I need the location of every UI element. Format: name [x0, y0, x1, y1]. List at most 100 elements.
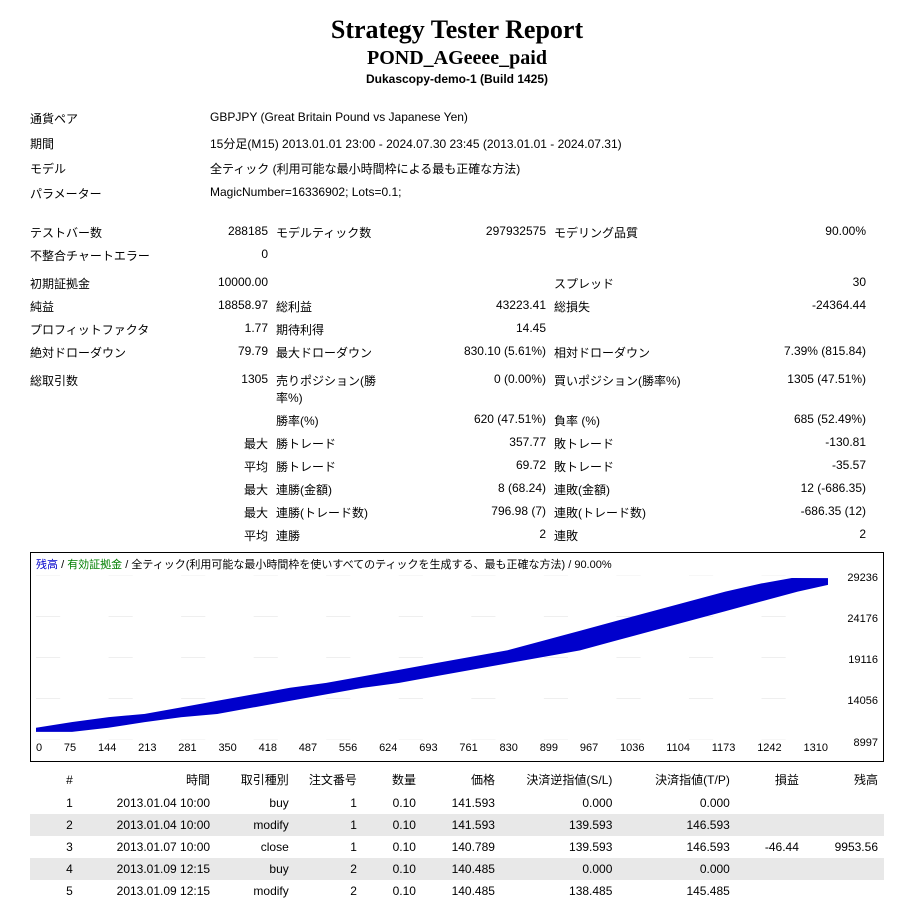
- stats-row: 最大勝トレード357.77敗トレード-130.81: [30, 432, 884, 455]
- stats-cell: [686, 247, 866, 264]
- stats-group: テストバー数288185モデルティック数297932575モデリング品質90.0…: [30, 221, 884, 267]
- stats-row: 初期証拠金10000.00スプレッド30: [30, 272, 884, 295]
- table-cell: 3: [30, 836, 79, 858]
- stats-cell: -24364.44: [686, 298, 866, 315]
- chart-xlabel: 1173: [712, 742, 736, 754]
- chart-xlabel: 899: [540, 742, 558, 754]
- stats-cell: スプレッド: [546, 275, 686, 292]
- stats-cell: [30, 481, 150, 498]
- table-cell: 0.10: [363, 836, 422, 858]
- stats-cell: 敗トレード: [546, 435, 686, 452]
- stats-cell: [268, 247, 398, 264]
- stats-cell: 平均: [150, 458, 268, 475]
- stats-cell: 620 (47.51%): [398, 412, 546, 429]
- stats-cell: 絶対ドローダウン: [30, 344, 150, 361]
- info-value: MagicNumber=16336902; Lots=0.1;: [210, 185, 884, 202]
- stats-row: 平均連勝2連敗2: [30, 524, 884, 547]
- trades-header-cell: 取引種別: [216, 767, 295, 792]
- table-row: 52013.01.09 12:15modify20.10140.485138.4…: [30, 880, 884, 902]
- table-cell: 5: [30, 880, 79, 902]
- stats-cell: 敗トレード: [546, 458, 686, 475]
- stats-cell: 不整合チャートエラー: [30, 247, 150, 264]
- report-build: Dukascopy-demo-1 (Build 1425): [30, 72, 884, 86]
- stats-cell: 連敗(金額): [546, 481, 686, 498]
- stats-cell: [30, 458, 150, 475]
- table-cell: 0.000: [618, 858, 735, 880]
- stats-cell: 売りポジション(勝率%): [268, 372, 398, 406]
- stats-cell: 1305 (47.51%): [686, 372, 866, 406]
- info-label: パラメーター: [30, 185, 210, 202]
- trades-header-cell: 数量: [363, 767, 422, 792]
- table-cell: 1: [295, 814, 363, 836]
- table-cell: 146.593: [618, 836, 735, 858]
- stats-cell: 830.10 (5.61%): [398, 344, 546, 361]
- stats-cell: 連勝: [268, 527, 398, 544]
- stats-cell: -35.57: [686, 458, 866, 475]
- table-cell: 138.485: [501, 880, 618, 902]
- table-row: 42013.01.09 12:15buy20.10140.4850.0000.0…: [30, 858, 884, 880]
- stats-cell: 買いポジション(勝率%): [546, 372, 686, 406]
- stats-cell: 期待利得: [268, 321, 398, 338]
- stats-group: 初期証拠金10000.00スプレッド30純益18858.97総利益43223.4…: [30, 272, 884, 364]
- trades-header-cell: 注文番号: [295, 767, 363, 792]
- trades-body: 12013.01.04 10:00buy10.10141.5930.0000.0…: [30, 792, 884, 902]
- table-cell: 139.593: [501, 836, 618, 858]
- stats-cell: 2: [686, 527, 866, 544]
- info-row: モデル全ティック (利用可能な最小時間枠による最も正確な方法): [30, 156, 884, 181]
- chart-xlabel: 1036: [620, 742, 644, 754]
- table-cell: [805, 880, 884, 902]
- stats-cell: 12 (-686.35): [686, 481, 866, 498]
- stats-group: 総取引数1305売りポジション(勝率%)0 (0.00%)買いポジション(勝率%…: [30, 369, 884, 547]
- trades-header-cell: 時間: [79, 767, 216, 792]
- table-cell: -46.44: [736, 836, 805, 858]
- chart-yaxis: 292362417619116140568997: [833, 575, 878, 740]
- stats-cell: [686, 321, 866, 338]
- stats-cell: 14.45: [398, 321, 546, 338]
- stats-cell: 0: [150, 247, 268, 264]
- chart-xlabel: 213: [138, 742, 156, 754]
- chart-xlabel: 1104: [666, 742, 690, 754]
- chart-legend: 残高 / 有効証拠金 / 全ティック(利用可能な最小時間枠を使いすべてのティック…: [31, 553, 883, 575]
- stats-cell: -686.35 (12): [686, 504, 866, 521]
- table-row: 22013.01.04 10:00modify10.10141.593139.5…: [30, 814, 884, 836]
- table-cell: 140.485: [422, 880, 501, 902]
- stats-cell: 357.77: [398, 435, 546, 452]
- chart-xlabel: 1310: [803, 742, 827, 754]
- stats-cell: プロフィットファクタ: [30, 321, 150, 338]
- stats-row: 最大連勝(金額)8 (68.24)連敗(金額)12 (-686.35): [30, 478, 884, 501]
- table-cell: 140.485: [422, 858, 501, 880]
- stats-cell: 最大: [150, 504, 268, 521]
- table-cell: 0.000: [618, 792, 735, 814]
- table-cell: 2: [295, 858, 363, 880]
- table-cell: 1: [30, 792, 79, 814]
- legend-balance: 残高: [36, 559, 58, 571]
- table-cell: 140.789: [422, 836, 501, 858]
- stats-row: 純益18858.97総利益43223.41総損失-24364.44: [30, 295, 884, 318]
- chart-xlabel: 281: [178, 742, 196, 754]
- table-cell: 0.10: [363, 858, 422, 880]
- table-cell: 2013.01.04 10:00: [79, 814, 216, 836]
- table-cell: 146.593: [618, 814, 735, 836]
- table-cell: 1: [295, 792, 363, 814]
- table-cell: 2: [295, 880, 363, 902]
- stats-cell: [546, 321, 686, 338]
- table-cell: [736, 858, 805, 880]
- stats-cell: モデリング品質: [546, 224, 686, 241]
- trades-header-cell: 決済逆指値(S/L): [501, 767, 618, 792]
- info-value: 全ティック (利用可能な最小時間枠による最も正確な方法): [210, 160, 884, 177]
- table-cell: 9953.56: [805, 836, 884, 858]
- table-cell: 2013.01.09 12:15: [79, 880, 216, 902]
- table-cell: [805, 792, 884, 814]
- table-cell: 1: [295, 836, 363, 858]
- stats-cell: 7.39% (815.84): [686, 344, 866, 361]
- stats-cell: 685 (52.49%): [686, 412, 866, 429]
- chart-ylabel: 8997: [854, 737, 878, 749]
- chart-xlabel: 144: [98, 742, 116, 754]
- table-cell: 145.485: [618, 880, 735, 902]
- table-cell: 2013.01.04 10:00: [79, 792, 216, 814]
- report-title: Strategy Tester Report: [30, 10, 884, 45]
- info-label: 期間: [30, 135, 210, 152]
- info-row: 期間15分足(M15) 2013.01.01 23:00 - 2024.07.3…: [30, 131, 884, 156]
- stats-cell: 純益: [30, 298, 150, 315]
- stats-cell: 連敗: [546, 527, 686, 544]
